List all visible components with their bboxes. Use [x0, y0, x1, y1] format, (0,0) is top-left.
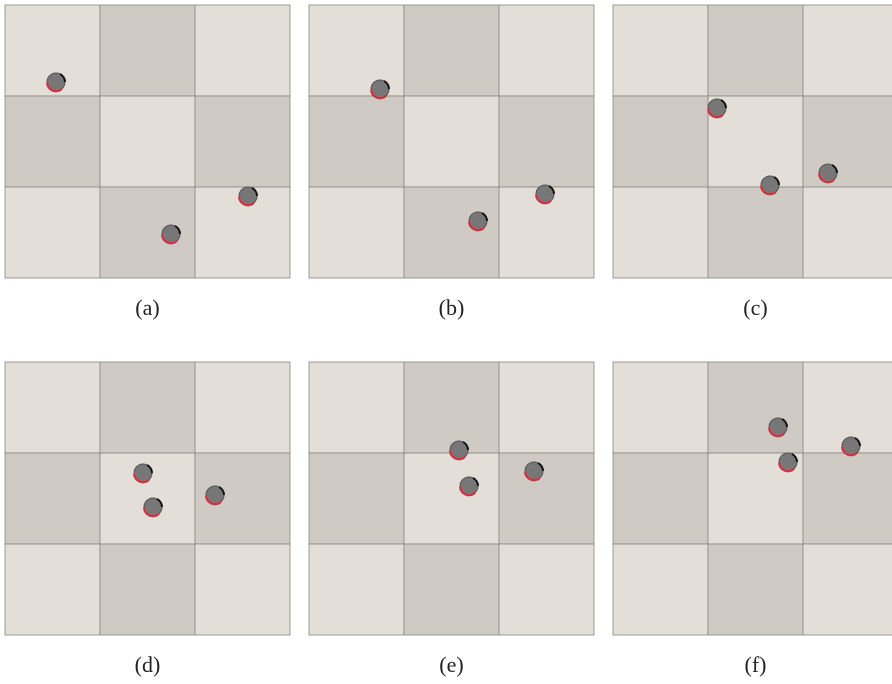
robot — [371, 80, 389, 98]
floor-tile — [100, 544, 195, 635]
floor-tile — [404, 96, 499, 187]
floor-tile — [5, 453, 100, 544]
floor-tile — [803, 544, 892, 635]
panel — [5, 362, 290, 635]
floor-tile — [708, 187, 803, 278]
panel-label: (e) — [439, 652, 463, 677]
robot — [779, 453, 797, 471]
floor-tile — [195, 362, 290, 453]
robot — [460, 477, 478, 495]
floor-tile — [100, 96, 195, 187]
floor-tile — [404, 453, 499, 544]
floor-tile — [708, 5, 803, 96]
floor-tile — [309, 96, 404, 187]
floor-tile — [309, 362, 404, 453]
robot — [162, 225, 180, 243]
floor-tile — [803, 187, 892, 278]
floor-tile — [309, 453, 404, 544]
robot — [536, 185, 554, 203]
floor-tile — [613, 544, 708, 635]
floor-tile — [195, 544, 290, 635]
panel — [309, 5, 594, 278]
panel-label: (f) — [745, 652, 767, 677]
robot — [819, 164, 837, 182]
floor-tile — [309, 187, 404, 278]
floor-tile — [100, 362, 195, 453]
panel-label: (d) — [135, 652, 161, 677]
floor-tile — [613, 362, 708, 453]
robot — [842, 437, 860, 455]
floor-tile — [613, 187, 708, 278]
robot — [47, 73, 65, 91]
panel — [613, 5, 892, 278]
robot — [769, 418, 787, 436]
panel-label: (a) — [135, 295, 159, 320]
floor-tile — [404, 187, 499, 278]
panel-label: (b) — [439, 295, 465, 320]
panel — [5, 5, 290, 278]
floor-tile — [309, 5, 404, 96]
floor-tile — [803, 453, 892, 544]
robot — [469, 212, 487, 230]
floor-tile — [499, 96, 594, 187]
floor-tile — [100, 5, 195, 96]
robot — [708, 99, 726, 117]
panel — [309, 362, 594, 635]
floor-tile — [195, 5, 290, 96]
floor-tile — [499, 362, 594, 453]
floor-tile — [613, 453, 708, 544]
floor-tile — [708, 544, 803, 635]
floor-tile — [404, 544, 499, 635]
robot — [134, 464, 152, 482]
floor-tile — [708, 362, 803, 453]
floor-tile — [803, 96, 892, 187]
floor-tile — [613, 5, 708, 96]
robot — [144, 498, 162, 516]
robot — [761, 176, 779, 194]
floor-tile — [499, 544, 594, 635]
panel — [613, 362, 892, 635]
floor-tile — [5, 362, 100, 453]
robot — [450, 441, 468, 459]
floor-tile — [499, 453, 594, 544]
floor-tile — [404, 362, 499, 453]
floor-tile — [404, 5, 499, 96]
figure: (a) (b) (c) (d) (e) (f) — [0, 0, 892, 684]
floor-tile — [5, 96, 100, 187]
floor-tile — [499, 5, 594, 96]
robot — [239, 187, 257, 205]
floor-tile — [803, 5, 892, 96]
floor-tile — [5, 187, 100, 278]
floor-tile — [309, 544, 404, 635]
panel-label: (c) — [743, 295, 767, 320]
robot — [206, 486, 224, 504]
floor-tile — [195, 96, 290, 187]
robot — [525, 462, 543, 480]
floor-tile — [613, 96, 708, 187]
floor-tile — [5, 544, 100, 635]
